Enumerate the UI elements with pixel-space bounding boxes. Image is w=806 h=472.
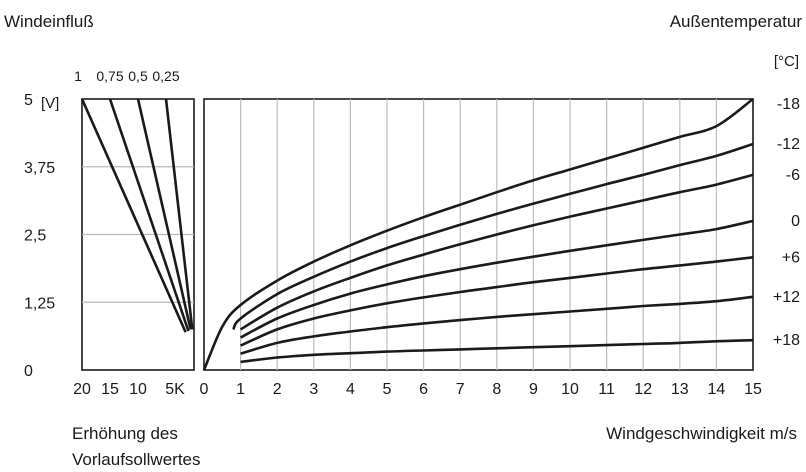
right-series-label: -6 [786, 167, 800, 184]
right-series-label: +18 [773, 332, 800, 349]
right-x-tick-label: 2 [273, 381, 282, 398]
right-series-label: +6 [782, 249, 800, 266]
right-series-label: -12 [777, 136, 800, 153]
right-series-line [240, 338, 754, 364]
left-y-tick-label: 5 [24, 92, 33, 109]
left-series-line [164, 98, 194, 330]
right-x-tick-label: 3 [309, 381, 318, 398]
left-chart-title: Windeinfluß [4, 12, 94, 31]
right-series-label: +12 [773, 289, 800, 306]
left-x-tick-label: 15 [101, 381, 119, 398]
left-x-tick-label: 20 [73, 381, 91, 398]
right-series-label: -18 [777, 96, 800, 113]
left-y-tick-label: 1,25 [24, 295, 55, 312]
right-series-line [240, 295, 754, 355]
left-top-label: 1 [74, 68, 82, 84]
left-top-label: 0,25 [152, 68, 179, 84]
left-x-axis-label-line2: Vorlaufsollwertes [72, 450, 201, 469]
left-grid [82, 166, 194, 303]
right-axis-unit: [°C] [774, 53, 799, 70]
right-series-line [202, 97, 754, 371]
right-x-tick-label: 15 [744, 381, 762, 398]
right-x-tick-label: 6 [419, 381, 428, 398]
left-x-axis-label-line1: Erhöhung des [72, 424, 178, 443]
left-y-tick-label: 3,75 [24, 160, 55, 177]
right-grid [240, 99, 718, 370]
left-top-labels: 1 0,75 0,5 0,25 [74, 68, 180, 84]
right-x-tick-label: 10 [561, 381, 579, 398]
left-top-label: 0,5 [128, 68, 148, 84]
left-top-label: 0,75 [96, 68, 123, 84]
left-series-line [108, 98, 190, 332]
right-series-labels: -18 -12 -6 0 +6 +12 +18 [773, 96, 800, 349]
right-chart-title: Außentemperatur [670, 12, 803, 31]
right-series-line [239, 173, 754, 331]
left-y-tick-labels: 0 1,25 2,5 3,75 5 [24, 92, 55, 380]
left-series-line [136, 98, 192, 330]
right-x-tick-label: 12 [634, 381, 652, 398]
right-series-line [239, 219, 754, 339]
right-x-tick-label: 7 [456, 381, 465, 398]
right-x-tick-label: 1 [236, 381, 245, 398]
right-x-tick-label: 9 [529, 381, 538, 398]
left-y-tick-label: 0 [24, 363, 33, 380]
right-x-tick-label: 0 [200, 381, 209, 398]
left-axis-unit: [V] [41, 95, 59, 112]
right-x-tick-label: 8 [492, 381, 501, 398]
left-x-tick-label: 10 [129, 381, 147, 398]
right-series-label: 0 [791, 213, 800, 230]
right-x-tick-label: 14 [708, 381, 726, 398]
right-x-tick-label: 5 [383, 381, 392, 398]
left-series-lines [80, 98, 194, 333]
right-x-tick-label: 11 [598, 381, 615, 398]
right-x-tick-labels: 0 1 2 3 4 5 6 7 8 9 10 11 12 13 14 15 [200, 381, 762, 398]
right-series-line [232, 142, 754, 331]
right-plot-frame [203, 98, 754, 371]
left-y-tick-label: 2,5 [24, 228, 46, 245]
right-series-line [240, 256, 754, 347]
right-x-axis-label: Windgeschwindigkeit m/s [606, 424, 797, 443]
left-x-tick-label: 5K [165, 381, 185, 398]
left-x-tick-labels: 20 15 10 5K [73, 381, 185, 398]
left-series-line [80, 98, 187, 333]
right-series-lines [202, 97, 754, 371]
right-x-tick-label: 4 [346, 381, 355, 398]
right-x-tick-label: 13 [671, 381, 689, 398]
